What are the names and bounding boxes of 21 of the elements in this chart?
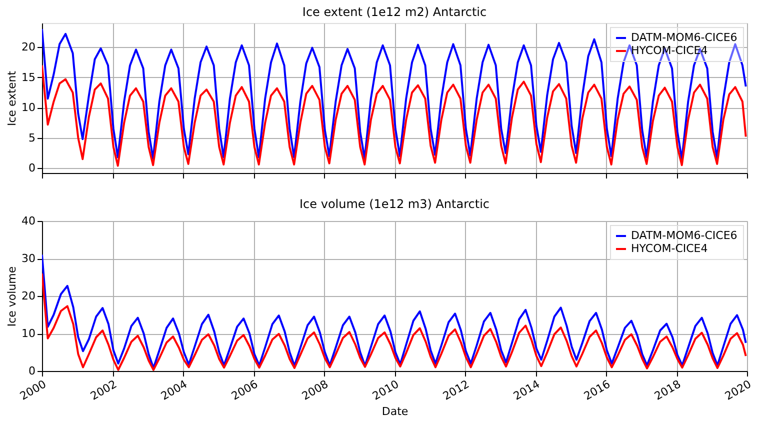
y-tick-label: 5: [28, 131, 36, 144]
x-axis-title: Date: [382, 405, 408, 418]
y-tick-label: 10: [22, 101, 36, 114]
y-tick-label: 10: [22, 327, 36, 340]
y-tick-label: 30: [22, 252, 36, 265]
legend-label: HYCOM-CICE4: [631, 242, 708, 255]
y-tick-label: 0: [28, 364, 36, 378]
y-tick-label: 0: [28, 162, 36, 175]
legend-label: DATM-MOM6-CICE6: [631, 229, 738, 242]
line-series: [42, 64, 747, 167]
chart-title: Ice volume (1e12 m3) Antarctic: [300, 197, 490, 211]
chart-title: Ice extent (1e12 m2) Antarctic: [302, 5, 487, 19]
line-series: [42, 28, 747, 160]
y-tick-label: 40: [22, 214, 36, 228]
y-tick-label: 20: [22, 290, 36, 302]
legend-label: DATM-MOM6-CICE6: [631, 31, 738, 44]
y-tick-label: 20: [22, 40, 36, 54]
line-series: [42, 254, 747, 369]
y-axis-title: Ice extent: [6, 70, 19, 126]
y-axis-title: Ice volume: [6, 266, 19, 327]
y-tick-label: 15: [22, 70, 36, 84]
